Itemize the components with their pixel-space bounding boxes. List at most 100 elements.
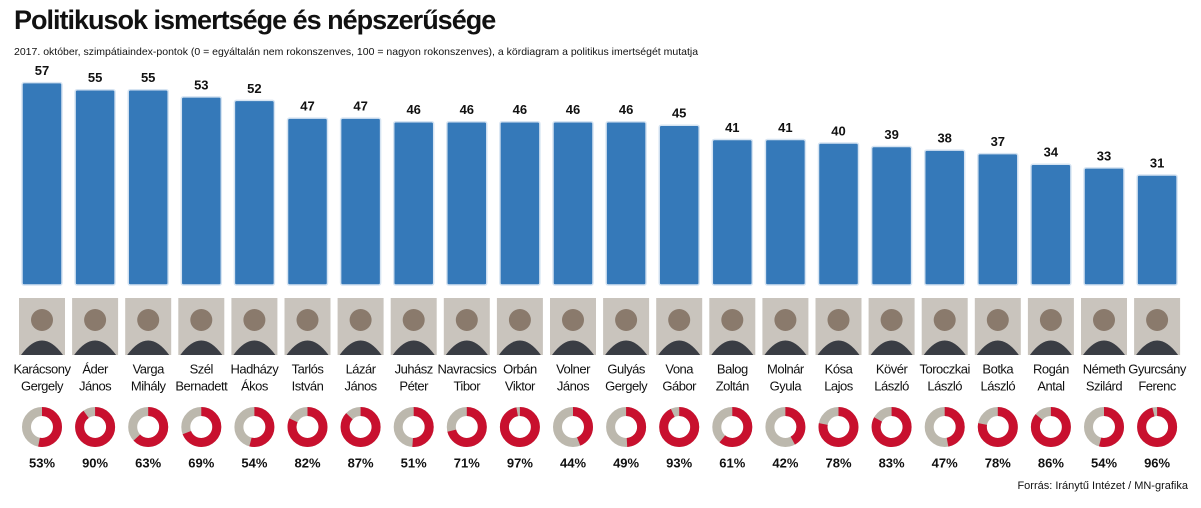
category-label: Rogán xyxy=(1033,361,1069,376)
category-label: Péter xyxy=(399,378,429,393)
photo-body xyxy=(976,340,1019,355)
donut-slice xyxy=(446,407,487,447)
photo-head xyxy=(243,309,266,331)
donut-label: 87% xyxy=(348,455,374,470)
value-label: 33 xyxy=(1097,148,1111,163)
photo-head xyxy=(1093,309,1115,331)
donut-label: 44% xyxy=(560,455,586,470)
photo-head xyxy=(84,309,107,331)
photo-head xyxy=(986,309,1009,331)
photo-body xyxy=(552,340,594,355)
photo-body xyxy=(711,340,754,355)
photo-body xyxy=(817,340,860,355)
donut-slice xyxy=(818,407,859,447)
donut-label: 69% xyxy=(188,455,214,470)
category-label: Antal xyxy=(1037,378,1065,393)
value-label: 57 xyxy=(35,63,49,78)
donut-label: 96% xyxy=(1144,455,1170,470)
photo-body xyxy=(870,340,913,355)
category-label: Volner xyxy=(556,361,591,376)
donut-label: 71% xyxy=(454,455,480,470)
photo-body xyxy=(498,340,541,355)
category-label: Karácsony xyxy=(14,361,72,376)
donut-slice xyxy=(871,407,912,447)
value-label: 37 xyxy=(991,134,1005,149)
donut-label: 61% xyxy=(719,455,745,470)
value-label: 34 xyxy=(1044,145,1059,160)
photo-head xyxy=(880,309,903,331)
photo-body xyxy=(923,340,966,355)
donut-slice xyxy=(553,407,593,447)
bar xyxy=(446,120,488,286)
photo-body xyxy=(286,340,329,355)
donut-slice xyxy=(659,407,700,447)
category-label: Gyurcsány xyxy=(1128,361,1187,376)
photo-head xyxy=(774,309,797,331)
value-label: 47 xyxy=(300,99,314,114)
category-label: Gulyás xyxy=(607,361,645,376)
donut-slice xyxy=(128,407,169,447)
category-label: Mihály xyxy=(131,378,167,393)
bar xyxy=(1083,167,1125,286)
category-label: Tarlós xyxy=(292,361,325,376)
photo-body xyxy=(764,340,807,355)
donut-label: 97% xyxy=(507,455,533,470)
donut-slice xyxy=(181,407,222,447)
donut-slice xyxy=(977,407,1018,447)
category-label: János xyxy=(344,378,377,393)
donut-label: 82% xyxy=(294,455,320,470)
photo-head xyxy=(721,309,744,331)
donut-label: 51% xyxy=(401,455,427,470)
category-label: Lázár xyxy=(346,361,377,376)
bar xyxy=(392,120,435,286)
category-label: Gergely xyxy=(605,378,648,393)
bar xyxy=(764,138,807,286)
bar xyxy=(711,138,754,286)
value-label: 46 xyxy=(513,102,527,117)
category-label: Bernadett xyxy=(175,378,228,393)
category-label: Tibor xyxy=(453,378,481,393)
bar xyxy=(923,149,966,286)
category-label: Kósa xyxy=(825,361,854,376)
category-label: Németh xyxy=(1083,361,1126,376)
category-label: Molnár xyxy=(767,361,805,376)
donut-slice xyxy=(340,407,381,447)
photo-body xyxy=(1029,340,1072,355)
value-label: 31 xyxy=(1150,155,1164,170)
donut-slice xyxy=(924,407,965,447)
value-label: 45 xyxy=(672,106,686,121)
photo-head xyxy=(827,309,850,331)
category-label: Lajos xyxy=(824,378,854,393)
value-label: 55 xyxy=(88,70,102,85)
donut-slice xyxy=(22,407,62,447)
bar xyxy=(286,117,329,286)
bar xyxy=(74,89,116,286)
donut-label: 90% xyxy=(82,455,108,470)
donut-label: 83% xyxy=(879,455,905,470)
donut-label: 54% xyxy=(241,455,267,470)
donut-label: 53% xyxy=(29,455,55,470)
category-label: László xyxy=(981,378,1016,393)
category-label: Vona xyxy=(665,361,694,376)
donut-label: 54% xyxy=(1091,455,1117,470)
photo-body xyxy=(392,340,435,355)
photo-head xyxy=(933,309,956,331)
donut-slice xyxy=(287,407,328,447)
bar xyxy=(21,81,63,286)
bar xyxy=(1136,174,1178,286)
bar xyxy=(552,120,594,286)
donut-slice xyxy=(1137,407,1178,447)
category-label: Zoltán xyxy=(716,378,749,393)
photo-head xyxy=(562,309,584,331)
photo-head xyxy=(349,309,372,331)
donut-label: 86% xyxy=(1038,455,1064,470)
value-label: 41 xyxy=(778,120,792,135)
bar xyxy=(870,145,913,286)
category-label: László xyxy=(927,378,962,393)
value-label: 53 xyxy=(194,77,208,92)
source: Forrás: Iránytű Intézet / MN-grafika xyxy=(1017,480,1188,492)
photo-head xyxy=(137,309,160,331)
category-label: Ákos xyxy=(241,378,269,393)
value-label: 46 xyxy=(566,102,580,117)
category-label: Viktor xyxy=(505,378,536,393)
